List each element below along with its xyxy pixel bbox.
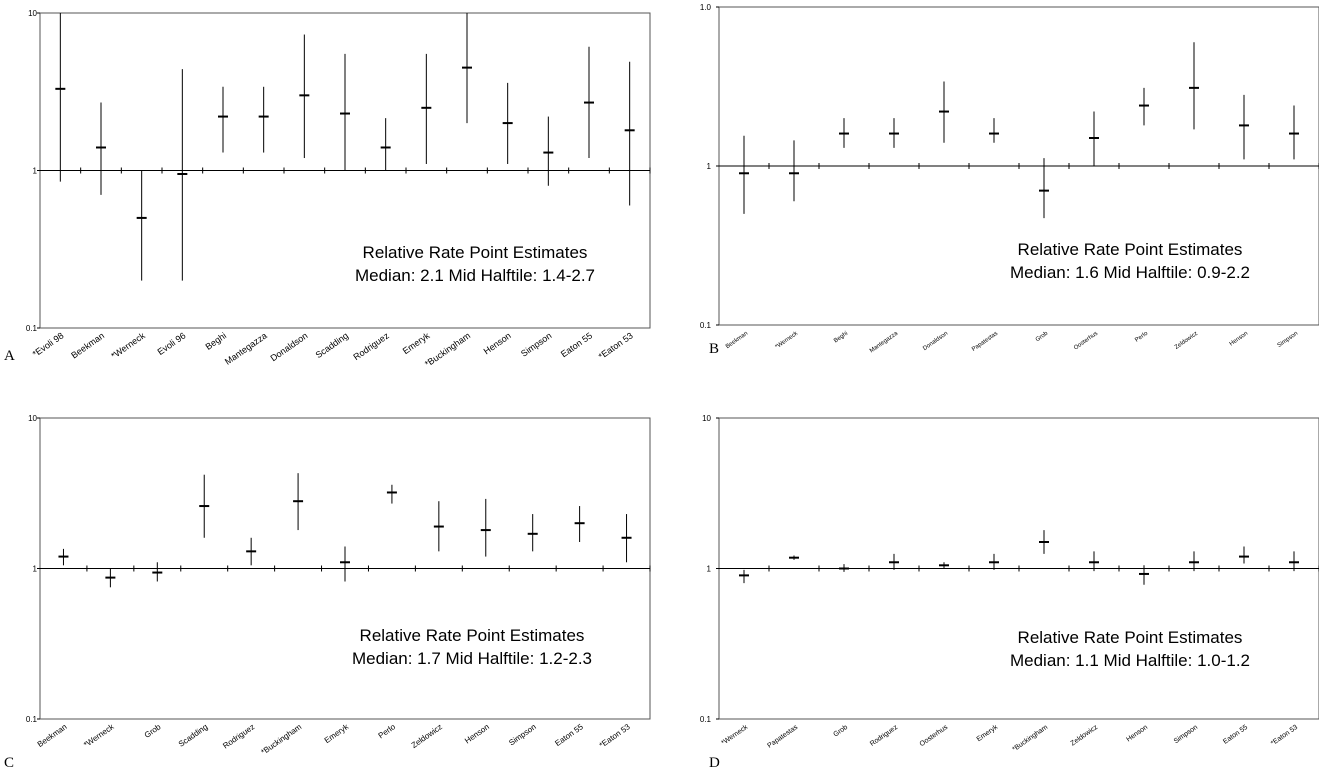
x-category-label: Henson [482,330,513,356]
y-tick-label: 10 [28,9,37,18]
x-category-label: *Eaton 53 [597,330,635,361]
x-category-label: Zeldowicz [410,722,444,750]
x-category-label: Grob [1035,330,1050,343]
x-category-label: Simpson [1277,331,1300,349]
x-category-label: Scadding [177,722,209,749]
x-category-label: *Eaton 53 [1270,724,1299,747]
chart-panel-a: 10 1 0.1*Evoli 98 Beekman *Werneck Evoli 96 Be… [4,9,651,369]
y-tick-label: 1 [707,565,712,574]
x-category-label: Beekman [36,722,69,749]
y-tick-label: 0.1 [700,715,712,724]
x-category-label: Zeldowicz [1174,331,1199,351]
y-tick-label: 1 [33,167,38,176]
annotation-title: Relative Rate Point Estimates [1018,628,1243,647]
x-category-label: Simpson [519,330,553,358]
x-category-label: Henson [1125,724,1149,744]
x-category-label: Papatestas [971,331,999,353]
x-category-label: Rodriguez [869,724,900,748]
x-category-label: Grob [832,724,849,739]
x-category-label: Perlo [377,722,398,740]
y-tick-label: 1.0 [700,3,712,12]
x-category-label: *Buckingham [423,330,472,369]
x-category-label: Grob [143,722,163,740]
y-tick-label: 0.1 [700,321,712,330]
x-category-label: Emeryk [323,722,351,745]
x-category-label: Emeryk [401,330,432,356]
x-category-label: Perlo [1134,330,1149,343]
x-category-label: Eaton 55 [559,330,594,359]
x-category-label: Beghi [204,330,229,351]
annotation-title: Relative Rate Point Estimates [1018,240,1243,259]
panel-letter: D [709,755,720,771]
x-category-label: Mantegazza [869,330,900,354]
x-category-label: Mantegazza [223,330,269,366]
y-tick-label: 0.1 [26,715,38,724]
x-category-label: Henson [463,722,491,745]
x-category-label: Evoli 96 [156,330,188,357]
x-category-label: Donaldson [922,331,949,352]
x-category-label: *Eaton 53 [598,722,632,750]
x-category-label: Beghi [833,331,849,345]
x-category-label: Donaldson [268,330,309,363]
y-tick-label: 0.1 [26,324,38,333]
x-category-label: *Buckingham [259,722,303,757]
x-category-label: Eaton 55 [553,722,585,748]
annotation-title: Relative Rate Point Estimates [360,626,585,645]
chart-panel-b: 1.0 1 0.1 Beekman *Werneck Beghi Mantegazza Don… [700,3,1319,357]
x-category-label: *Werneck [109,330,147,361]
panel-letter: C [4,755,14,771]
x-category-label: Rodriguez [351,330,391,362]
annotation-summary: Median: 1.1 Mid Halftile: 1.0-1.2 [1010,651,1250,670]
annotation-summary: Median: 1.7 Mid Halftile: 1.2-2.3 [352,649,592,668]
x-category-label: Oosterhus [1073,331,1099,352]
panel-letter: B [709,341,719,357]
x-category-label: Oosterhus [919,724,950,749]
x-category-label: *Werneck [82,722,116,750]
chart-panel-d: 10 1 0.1 *Werneck Papatestas Grob Rodriguez Oos… [700,414,1319,771]
annotation-summary: Median: 1.6 Mid Halftile: 0.9-2.2 [1010,263,1250,282]
x-category-label: Henson [1229,331,1249,348]
x-category-label: Zeldowicz [1070,724,1100,748]
y-tick-label: 1 [707,162,712,171]
x-category-label: Eaton 55 [1222,724,1249,746]
annotation-summary: Median: 2.1 Mid Halftile: 1.4-2.7 [355,266,595,285]
x-category-label: *Werneck [720,724,749,747]
y-tick-label: 10 [702,414,711,423]
panel-letter: A [4,348,15,364]
annotation-title: Relative Rate Point Estimates [363,243,588,262]
x-category-label: Beekman [725,331,749,350]
x-category-label: Simpson [1173,724,1199,745]
x-category-label: *Evoli 98 [31,330,66,359]
x-category-label: Scadding [314,330,350,360]
y-tick-label: 1 [33,565,38,574]
x-category-label: Emeryk [976,724,1000,744]
x-category-label: Simpson [507,722,538,747]
x-category-label: Beekman [69,330,106,360]
x-category-label: *Buckingham [1011,724,1049,753]
x-category-label: Rodriguez [221,722,256,750]
y-tick-label: 10 [28,414,37,423]
x-category-label: *Werneck [774,330,799,350]
x-category-label: Papatestas [766,724,799,750]
